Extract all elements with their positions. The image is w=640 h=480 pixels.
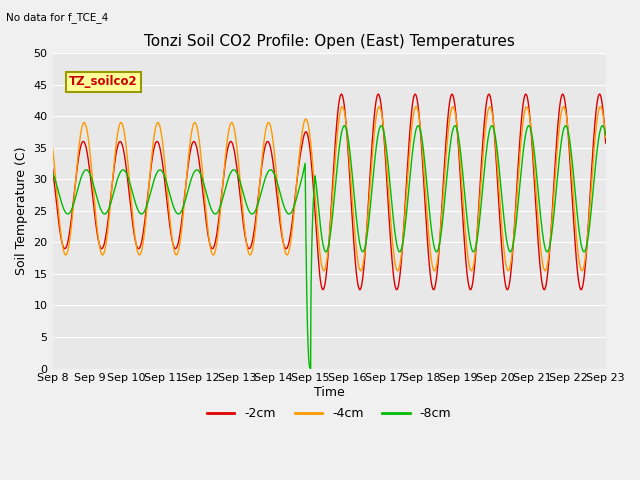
Text: No data for f_TCE_4: No data for f_TCE_4	[6, 12, 109, 23]
Text: TZ_soilco2: TZ_soilco2	[69, 75, 138, 88]
Legend: -2cm, -4cm, -8cm: -2cm, -4cm, -8cm	[202, 402, 456, 425]
Title: Tonzi Soil CO2 Profile: Open (East) Temperatures: Tonzi Soil CO2 Profile: Open (East) Temp…	[143, 34, 515, 49]
X-axis label: Time: Time	[314, 386, 344, 399]
Y-axis label: Soil Temperature (C): Soil Temperature (C)	[15, 146, 28, 275]
